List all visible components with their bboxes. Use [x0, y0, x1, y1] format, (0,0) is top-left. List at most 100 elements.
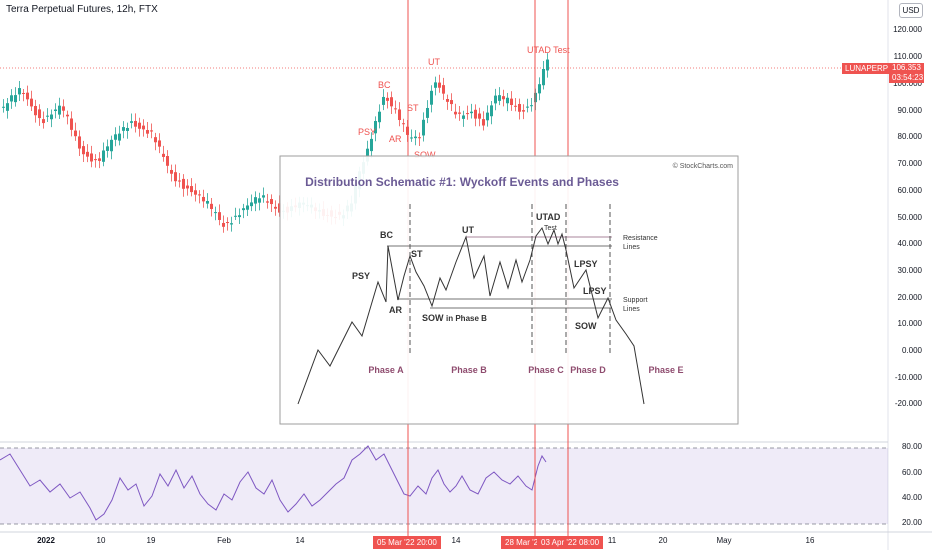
candle-body: [370, 138, 373, 152]
candle-body: [114, 134, 117, 140]
label-ar: AR: [389, 134, 402, 144]
candle-body: [394, 108, 397, 110]
date-tag-2: 28 Mar '22: [501, 536, 547, 549]
candle-body: [494, 95, 497, 104]
candle-body: [166, 156, 169, 166]
candle-body: [430, 90, 433, 105]
candle-body: [490, 105, 493, 117]
rsi-tick-label: 80.00: [901, 442, 922, 451]
candle-body: [86, 151, 89, 157]
phase-b-label: Phase B: [451, 365, 487, 375]
candle-body: [402, 123, 405, 125]
candle-body: [222, 222, 225, 227]
event-lpsy-2: LPSY: [583, 286, 607, 296]
candle-body: [150, 130, 153, 132]
label-sow: SOW: [414, 150, 436, 160]
candle-body: [438, 82, 441, 88]
phase-d-label: Phase D: [570, 365, 606, 375]
candle-body: [518, 103, 521, 112]
price-tick-label: 10.000: [897, 319, 922, 328]
candle-body: [94, 159, 97, 161]
currency-button[interactable]: USD: [899, 3, 923, 18]
candle-body: [466, 113, 469, 115]
price-tick-label: 120.000: [893, 25, 922, 34]
label-utad-test: UTAD Test: [527, 45, 570, 55]
candle-body: [218, 212, 221, 220]
label-st: ST: [407, 103, 419, 113]
candle-body: [374, 120, 377, 134]
candle-body: [262, 195, 265, 198]
event-bc: BC: [380, 230, 393, 240]
candle-body: [14, 95, 17, 103]
schematic-credit: © StockCharts.com: [673, 162, 734, 170]
price-tick-label: 50.000: [897, 213, 922, 222]
candle-body: [46, 115, 49, 117]
candle-body: [546, 59, 549, 71]
phase-a-label: Phase A: [368, 365, 404, 375]
candle-body: [542, 68, 545, 86]
candle-body: [162, 153, 165, 157]
candle-body: [510, 98, 513, 105]
candle-body: [54, 109, 57, 112]
candle-body: [110, 139, 113, 152]
candle-body: [254, 197, 257, 204]
candle-body: [98, 158, 101, 161]
candle-body: [378, 111, 381, 123]
price-tick-label: 60.000: [897, 186, 922, 195]
time-tick-label: 11: [607, 536, 617, 545]
candle-body: [526, 106, 529, 108]
candle-body: [70, 118, 73, 130]
rsi-tick-label: 60.00: [901, 468, 922, 477]
candle-body: [170, 169, 173, 174]
candle-body: [182, 178, 185, 189]
candle-body: [446, 98, 449, 102]
price-tick-label: -20.000: [894, 399, 922, 408]
schematic-frame: [279, 155, 739, 425]
candle-body: [266, 201, 269, 203]
price-tick-label: 40.000: [897, 239, 922, 248]
candle-body: [66, 114, 69, 117]
candle-body: [38, 109, 41, 119]
candle-body: [470, 111, 473, 114]
candle-body: [442, 85, 445, 94]
candle-body: [538, 84, 541, 94]
candle-body: [102, 150, 105, 162]
candle-body: [138, 122, 141, 129]
candle-body: [506, 97, 509, 104]
candle-body: [214, 212, 217, 214]
schematic-price-path: [297, 226, 645, 405]
phase-e-label: Phase E: [648, 365, 683, 375]
resistance-label-1: Resistance: [623, 235, 658, 242]
candle-body: [390, 97, 393, 107]
symbol-title[interactable]: Terra Perpetual Futures, 12h, FTX: [6, 4, 158, 15]
support-label-2: Lines: [623, 306, 640, 313]
candle-body: [410, 137, 413, 139]
candle-body: [450, 100, 453, 105]
candle-body: [42, 119, 45, 124]
event-st: ST: [411, 249, 423, 259]
candle-body: [18, 88, 21, 95]
candle-body: [74, 130, 77, 137]
support-label-1: Support: [623, 297, 648, 304]
candle-body: [194, 190, 197, 195]
event-sow-phase-b-suffix: in Phase B: [446, 314, 487, 323]
event-psy: PSY: [352, 271, 370, 281]
candle-body: [382, 96, 385, 105]
rsi-tick-label: 20.00: [901, 518, 922, 527]
candle-body: [22, 92, 25, 94]
candle-body: [134, 120, 137, 127]
candle-body: [478, 113, 481, 119]
time-tick-label: 2022: [37, 536, 55, 545]
date-tag-1: 05 Mar '22 20:00: [373, 536, 441, 549]
price-tick-label: 100.000: [893, 79, 922, 88]
candle-body: [242, 208, 245, 211]
candle-body: [118, 133, 121, 141]
candle-body: [422, 119, 425, 136]
time-tick-label: 10: [96, 536, 106, 545]
candle-body: [462, 115, 465, 119]
candle-body: [106, 146, 109, 151]
time-tick-label: 19: [146, 536, 156, 545]
candle-body: [258, 198, 261, 203]
